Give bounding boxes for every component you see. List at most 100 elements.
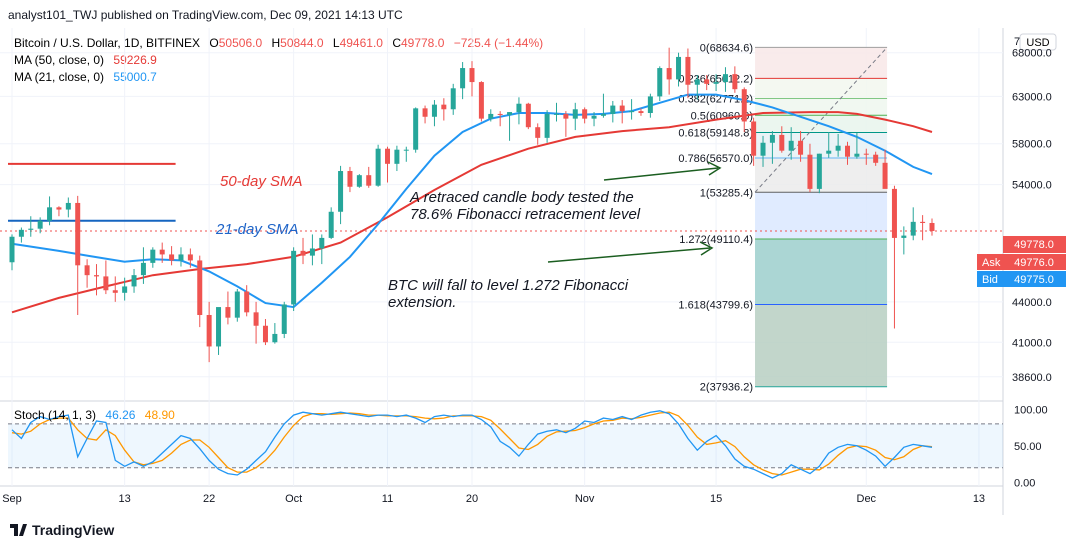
candle-body (197, 260, 203, 315)
candle-body (159, 249, 165, 255)
low-value: 49461.0 (340, 36, 384, 50)
candle-body (93, 275, 99, 277)
candle-body (600, 113, 606, 116)
tradingview-logo[interactable]: TradingView (10, 522, 114, 538)
last-price-value: 49778.0 (1014, 239, 1054, 251)
candle-body (300, 250, 306, 256)
candle-body (56, 207, 62, 210)
candle-body (206, 314, 212, 347)
candle-body (582, 109, 588, 119)
candle-body (216, 307, 222, 347)
ma50-line (11, 111, 933, 314)
candlesticks (9, 47, 935, 363)
fib-level-label: 1.272(49110.4) (679, 234, 753, 246)
bid-label: Bid (982, 274, 998, 286)
bid-tag (977, 271, 1066, 287)
retrace-annotation-line1: A retraced candle body tested the (409, 189, 634, 206)
candle-body (535, 127, 541, 138)
candle-body (647, 96, 653, 114)
stoch-label: Stoch (14, 1, 3) (14, 408, 96, 422)
price-tick-label: 68000.0 (1012, 48, 1052, 60)
candle-body (694, 79, 700, 85)
price-tick-label: 41000.0 (1012, 337, 1052, 349)
fib-level-label: 0.618(59148.8) (678, 128, 753, 140)
candle-body (385, 148, 391, 164)
candle-body (553, 113, 559, 115)
retrace-arrow-head (707, 161, 722, 176)
time-tick-label: Oct (285, 493, 302, 505)
candle-body (629, 111, 635, 113)
candle-body (798, 140, 804, 155)
sma50-annotation: 50-day SMA (220, 173, 303, 190)
stochastic-oscillator (8, 410, 1003, 479)
candle-body (328, 211, 334, 238)
candle-body (638, 111, 644, 114)
candle-body (234, 291, 240, 318)
candle-body (187, 254, 193, 261)
candle-body (422, 108, 428, 117)
candle-body (319, 237, 325, 249)
candle-body (431, 104, 437, 117)
candle-body (845, 145, 851, 157)
candle-body (807, 154, 813, 189)
close-value: 49778.0 (401, 36, 445, 50)
price-tick-label: 38600.0 (1012, 372, 1052, 384)
candle-body (507, 112, 513, 115)
time-tick-label: 22 (203, 493, 215, 505)
candle-body (713, 82, 719, 84)
candle-body (732, 74, 738, 90)
time-tick-label: Sep (2, 493, 22, 505)
fib-zone (755, 78, 888, 99)
sma21-annotation: 21-day SMA (215, 221, 299, 238)
time-tick-label: Nov (575, 493, 595, 505)
candle-body (394, 149, 400, 164)
retrace-annotation-line2: 78.6% Fibonacci retracement level (410, 206, 641, 223)
candle-body (338, 171, 344, 212)
candle-body (779, 134, 785, 151)
candle-body (272, 333, 278, 343)
candle-body (929, 222, 935, 231)
fib-level-label: 0.5(60960.0) (691, 110, 753, 122)
price-tick-label-partial: 7 (1014, 36, 1020, 48)
candle-body (544, 113, 550, 138)
stoch-k-line (11, 410, 933, 479)
candle-body (9, 236, 15, 263)
candle-body (441, 104, 447, 110)
last-price-tag (1003, 236, 1066, 253)
candle-body (281, 304, 287, 334)
candle-body (816, 153, 822, 189)
candle-body (751, 121, 757, 156)
time-tick-label: 20 (466, 493, 478, 505)
tradingview-logo-slash (19, 524, 27, 536)
candle-body (169, 254, 175, 261)
tradingview-logo-icon (10, 524, 18, 536)
fib-zone (755, 47, 888, 79)
time-tick-label: Dec (857, 493, 877, 505)
btc-annotation-line1: BTC will fall to level 1.272 Fibonacci (388, 277, 629, 294)
price-tick-label: 63000.0 (1012, 91, 1052, 103)
candle-body (37, 220, 43, 229)
currency-button-box[interactable] (1019, 33, 1057, 51)
candle-body (178, 254, 184, 261)
candle-body (478, 82, 484, 119)
price-tick-label: 44000.0 (1012, 297, 1052, 309)
candle-body (516, 103, 522, 113)
candle-body (309, 248, 315, 256)
time-tick-label: 15 (710, 493, 722, 505)
candle-body (563, 113, 569, 119)
candle-body (891, 188, 897, 238)
open-label: O (209, 36, 218, 50)
high-value: 50844.0 (280, 36, 324, 50)
price-tick-label: 58000.0 (1012, 139, 1052, 151)
currency-button[interactable]: USD (1026, 37, 1049, 49)
candle-body (666, 68, 672, 80)
open-value: 50506.0 (219, 36, 263, 50)
high-label: H (271, 36, 280, 50)
stoch-k-value: 46.26 (105, 408, 135, 422)
candle-body (150, 249, 156, 263)
ma50-legend: MA (50, close, 0) 59226.9 (14, 53, 157, 67)
fib-level-label: 1.618(43799.6) (678, 299, 753, 311)
candle-body (920, 221, 926, 223)
